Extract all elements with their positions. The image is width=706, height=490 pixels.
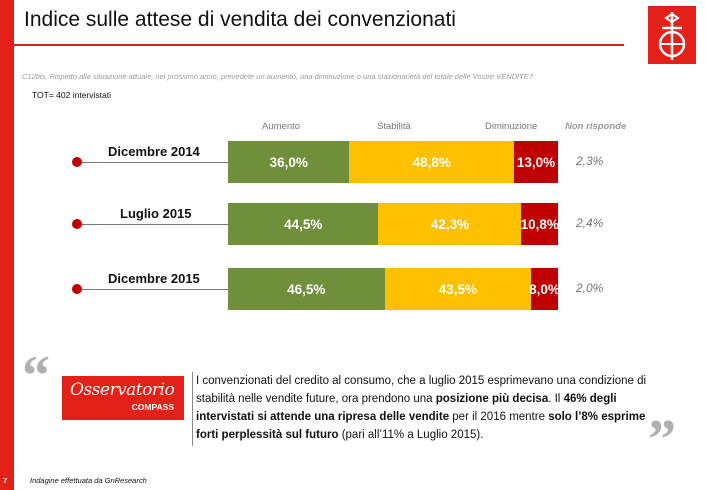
logo-name: Osservatorio — [70, 380, 175, 400]
bar-segment-aumento: 36,0% — [228, 141, 350, 183]
bar-segment-diminuzione: 13,0% — [514, 141, 558, 183]
close-quote-icon: ” — [648, 409, 676, 471]
brand-logo-icon — [644, 4, 700, 66]
category-label: Luglio 2015 — [120, 206, 192, 221]
legend-aumento: Aumento — [262, 121, 301, 132]
commentary-text: I convenzionati del credito al consumo, … — [196, 372, 662, 444]
bar-segment-stabilita: 43,5% — [384, 268, 532, 310]
bar-segment-aumento: 44,5% — [228, 203, 379, 245]
bar-segment-aumento: 46,5% — [228, 268, 385, 310]
total-respondents: TOT= 402 intervistati — [32, 90, 111, 100]
quote-divider — [192, 372, 193, 446]
commentary-bold: 46% degli intervistati si attende una ri… — [196, 393, 617, 423]
data-label: 48,8% — [412, 154, 451, 170]
commentary-part: (pari all’11% a Luglio 2015). — [338, 429, 484, 441]
row-marker — [72, 157, 82, 167]
non-risponde-value: 2,4% — [576, 216, 604, 230]
bar-segment-diminuzione: 10,8% — [520, 203, 559, 245]
data-label: 43,5% — [438, 281, 477, 297]
title-underline — [14, 44, 624, 46]
commentary-bold: solo l’8% esprime forti perplessità sul … — [196, 411, 646, 441]
commentary-part: . Il — [548, 393, 564, 405]
data-label: 42,3% — [430, 216, 470, 232]
data-label: 36,0% — [269, 154, 308, 170]
non-risponde-value: 2,0% — [576, 281, 604, 295]
slide-title: Indice sulle attese di vendita dei conve… — [24, 8, 456, 31]
row-marker — [72, 219, 82, 229]
data-label: 8,0% — [529, 281, 560, 297]
legend-non-risponde: Non risponde — [565, 121, 627, 132]
bar-segment-diminuzione: 8,0% — [529, 268, 560, 310]
logo-sub: COMPASS — [131, 402, 174, 412]
page-number: 7 — [3, 476, 8, 485]
osservatorio-compass-logo: Osservatorio COMPASS — [62, 376, 184, 420]
row-leader-line — [82, 162, 228, 163]
legend-stabilita: Stabilità — [377, 121, 411, 132]
bar-segment-stabilita: 42,3% — [378, 203, 522, 245]
open-quote-icon: “ — [22, 345, 50, 407]
category-label: Dicembre 2014 — [108, 144, 200, 159]
bar-segment-stabilita: 48,8% — [349, 141, 515, 183]
data-label: 10,8% — [520, 216, 559, 232]
commentary-part: per il 2016 mentre — [449, 411, 549, 423]
legend-diminuzione: Diminuzione — [485, 121, 538, 132]
commentary-part: I convenzionati del credito al consumo, … — [196, 375, 647, 405]
side-accent-bar — [0, 0, 14, 490]
non-risponde-value: 2,3% — [576, 154, 604, 168]
commentary-bold: posizione più decisa — [435, 393, 549, 405]
row-marker — [72, 284, 82, 294]
survey-question: C12bis. Rispetto alla situazione attuale… — [22, 72, 533, 81]
source-note: Indagine effettuata da GnResearch — [30, 476, 147, 485]
category-label: Dicembre 2015 — [108, 271, 200, 286]
data-label: 44,5% — [284, 216, 323, 232]
data-label: 13,0% — [516, 154, 556, 170]
row-leader-line — [82, 289, 228, 290]
row-leader-line — [82, 224, 228, 225]
data-label: 46,5% — [287, 281, 326, 297]
